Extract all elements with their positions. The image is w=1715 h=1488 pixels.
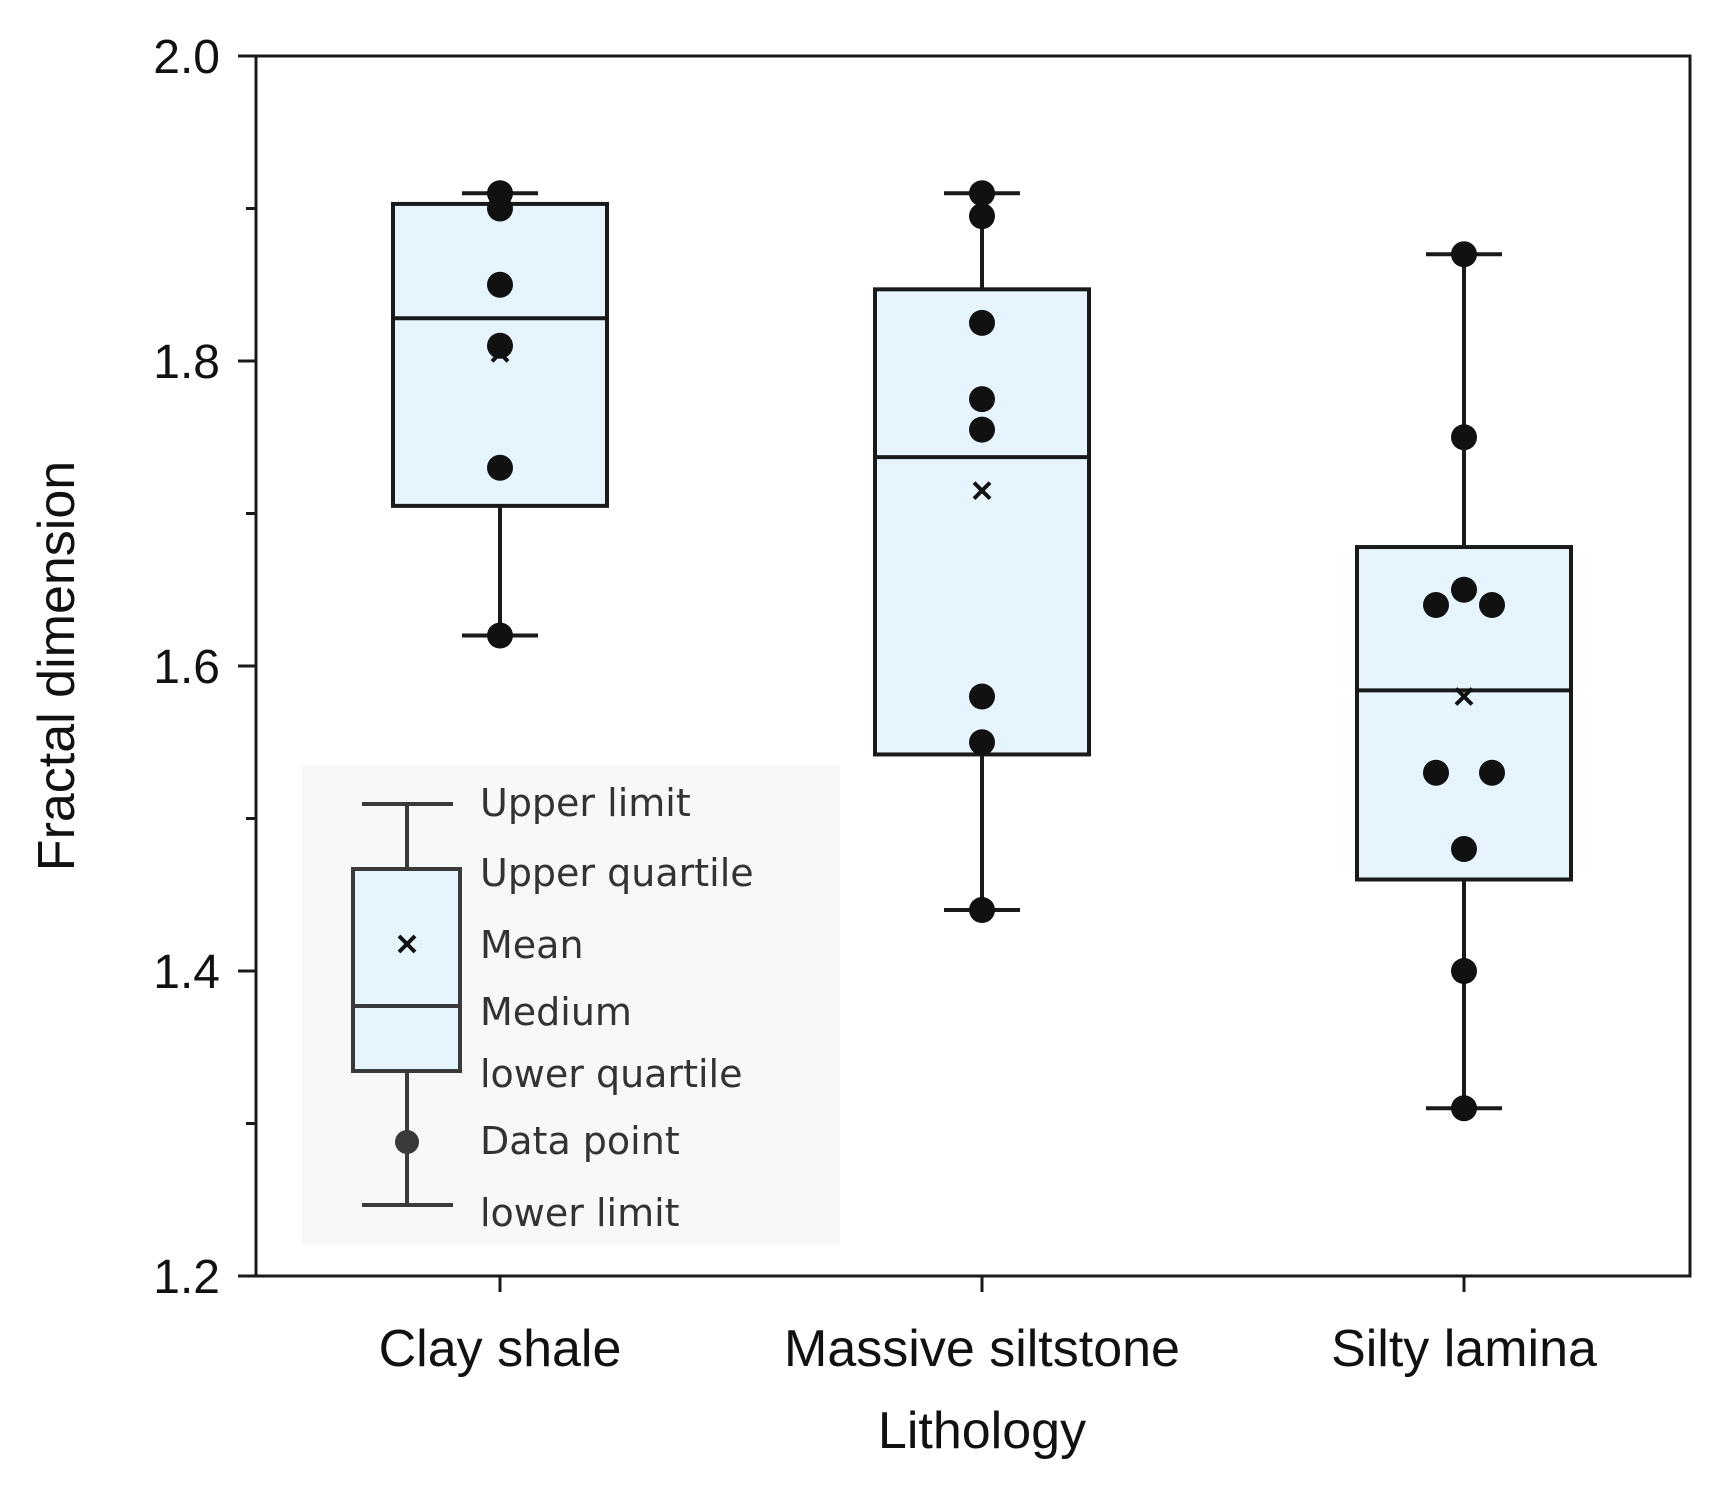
x-tick-label: Massive siltstone <box>784 1320 1180 1378</box>
mean-cross-stroke <box>490 343 510 363</box>
x-tick-label: Clay shale <box>379 1320 622 1378</box>
y-tick-label: 1.6 <box>153 641 220 694</box>
data-point <box>969 729 995 756</box>
data-point <box>1479 759 1505 786</box>
legend-box <box>351 867 462 1073</box>
data-point <box>1451 1095 1477 1122</box>
data-point <box>1451 836 1477 862</box>
data-point <box>969 386 995 413</box>
legend-mean-stroke <box>397 934 417 954</box>
box-clay-shale <box>391 180 609 649</box>
legend: Upper limit Upper quartile Mean Medium l… <box>302 765 840 1245</box>
mean-marker <box>972 481 992 501</box>
y-tick-label: 1.4 <box>153 946 220 999</box>
data-point <box>969 180 995 207</box>
x-axis-title: Lithology <box>878 1402 1086 1460</box>
data-point <box>487 271 513 298</box>
data-point <box>969 203 995 230</box>
mean-cross-stroke <box>972 481 992 501</box>
data-point <box>1423 592 1449 618</box>
y-tick-label: 1.2 <box>153 1251 220 1304</box>
legend-label-lower-limit: lower limit <box>480 1191 680 1235</box>
data-point <box>487 454 513 481</box>
legend-label-median: Medium <box>480 990 632 1034</box>
legend-data-point <box>395 1130 419 1154</box>
x-axis-ticks: Clay shale Massive siltstone Silty lamina <box>379 1276 1597 1378</box>
data-point <box>1451 576 1477 603</box>
data-point <box>969 683 995 710</box>
mean-marker <box>1454 687 1474 706</box>
mean-marker <box>490 343 510 363</box>
box-massive-siltstone <box>873 180 1091 923</box>
y-tick-label: 1.8 <box>153 336 220 389</box>
legend-box-glyph <box>351 802 462 1207</box>
mean-cross-stroke <box>1454 687 1474 706</box>
data-point <box>487 195 513 222</box>
legend-label-upper-quartile: Upper quartile <box>480 851 754 895</box>
legend-label-mean: Mean <box>480 923 584 967</box>
y-tick-label: 2.0 <box>153 31 220 84</box>
x-tick-label: Silty lamina <box>1331 1320 1597 1378</box>
legend-label-lower-quartile: lower quartile <box>480 1052 742 1096</box>
box-silty-lamina <box>1355 241 1573 1122</box>
data-point <box>969 897 995 923</box>
data-point <box>1451 241 1477 268</box>
data-point <box>1423 759 1449 786</box>
box-series <box>391 180 1573 1122</box>
data-point <box>969 309 995 336</box>
data-point <box>1451 958 1477 984</box>
data-point <box>969 416 995 443</box>
data-point <box>487 332 513 359</box>
data-point <box>487 622 513 649</box>
y-axis-title: Fractal dimension <box>28 461 86 871</box>
legend-label-data-point: Data point <box>480 1119 680 1163</box>
y-axis-ticks: 1.2 1.4 1.6 1.8 2.0 <box>153 31 256 1304</box>
legend-mean-marker <box>397 934 417 954</box>
legend-label-upper-limit: Upper limit <box>480 781 691 825</box>
interquartile-box <box>873 287 1091 757</box>
data-point <box>1451 424 1477 451</box>
data-point <box>1479 592 1505 618</box>
